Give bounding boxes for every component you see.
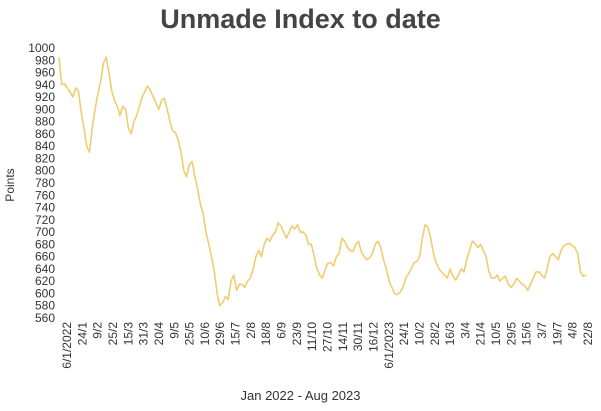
x-tick-label: 15/3 — [121, 322, 135, 346]
x-tick-label: 28/2 — [428, 322, 442, 346]
x-tick-label: 16/3 — [443, 322, 457, 346]
y-tick-label: 860 — [35, 127, 55, 141]
x-tick-label: 18/8 — [259, 322, 273, 346]
chart-title: Unmade Index to date — [160, 4, 441, 34]
x-tick-label: 6/1/2023 — [382, 322, 396, 369]
y-tick-label: 920 — [35, 90, 55, 104]
x-tick-label: 6/9 — [275, 322, 289, 339]
x-tick-label: 4/8 — [566, 322, 580, 339]
x-tick-label: 9/2 — [91, 322, 105, 339]
series-group — [58, 56, 587, 307]
x-tick-label: 30/11 — [351, 322, 365, 351]
x-tick-label: 25/5 — [183, 322, 197, 346]
y-tick-label: 760 — [35, 188, 55, 202]
series-line — [58, 56, 587, 307]
y-tick-label: 640 — [35, 262, 55, 276]
y-tick-label: 560 — [35, 311, 55, 325]
y-tick-label: 700 — [35, 225, 55, 239]
y-tick-label: 960 — [35, 66, 55, 80]
x-tick-label: 29/6 — [213, 322, 227, 346]
x-tick-label: 3/7 — [535, 322, 549, 339]
y-tick-label: 580 — [35, 299, 55, 313]
x-tick-label: 20/4 — [152, 322, 166, 346]
x-tick-label: 10/2 — [412, 322, 426, 346]
x-tick-label: 10/5 — [489, 322, 503, 346]
y-tick-label: 620 — [35, 274, 55, 288]
x-tick-label: 24/1 — [397, 322, 411, 346]
x-tick-label: 27/10 — [321, 322, 335, 352]
x-tick-label: 23/9 — [290, 322, 304, 346]
x-tick-label: 25/2 — [106, 322, 120, 346]
y-tick-label: 980 — [35, 53, 55, 67]
y-axis-ticks: 5605806006206406606807007207407607808008… — [28, 41, 55, 325]
y-tick-label: 880 — [35, 115, 55, 129]
y-tick-label: 840 — [35, 139, 55, 153]
x-tick-label: 24/1 — [75, 322, 89, 346]
x-tick-label: 14/11 — [336, 322, 350, 351]
y-tick-label: 820 — [35, 151, 55, 165]
x-tick-label: 10/6 — [198, 322, 212, 346]
x-tick-label: 21/4 — [474, 322, 488, 346]
x-tick-label: 16/12 — [366, 322, 380, 352]
x-tick-label: 31/3 — [137, 322, 151, 346]
y-tick-label: 740 — [35, 201, 55, 215]
x-tick-label: 11/10 — [305, 322, 319, 351]
y-tick-label: 800 — [35, 164, 55, 178]
x-tick-label: 15/7 — [229, 322, 243, 346]
y-tick-label: 600 — [35, 286, 55, 300]
x-axis-ticks: 6/1/2022 24/1 9/2 25/2 15/3 31/3 20/4 9/5 25/5 10… — [60, 322, 595, 369]
x-tick-label: 22/8 — [581, 322, 595, 346]
y-tick-label: 900 — [35, 102, 55, 116]
x-tick-label: 19/7 — [550, 322, 564, 346]
y-tick-label: 940 — [35, 78, 55, 92]
x-tick-label: 9/5 — [167, 322, 181, 339]
y-tick-label: 680 — [35, 237, 55, 251]
x-tick-label: 29/5 — [504, 322, 518, 346]
x-tick-label: 3/4 — [458, 322, 472, 339]
y-tick-label: 1000 — [28, 41, 55, 55]
y-tick-label: 780 — [35, 176, 55, 190]
x-tick-label: 15/6 — [520, 322, 534, 346]
x-tick-label: 2/8 — [244, 322, 258, 339]
y-tick-label: 660 — [35, 250, 55, 264]
y-tick-label: 720 — [35, 213, 55, 227]
x-axis-label: Jan 2022 - Aug 2023 — [240, 388, 361, 403]
x-tick-label: 6/1/2022 — [60, 322, 74, 369]
